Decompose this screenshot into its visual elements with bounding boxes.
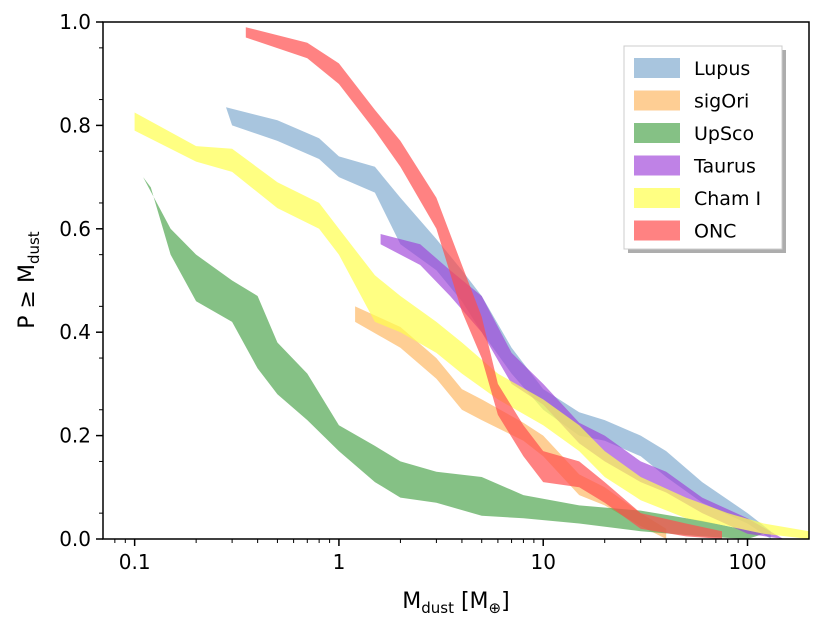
x-axis-label: Mdust [M⊕] bbox=[402, 589, 509, 617]
y-axis-label: P ≥ Mdust bbox=[15, 231, 43, 329]
band-taurus bbox=[380, 234, 784, 539]
y-tick-label: 1.0 bbox=[59, 10, 91, 34]
legend-swatch bbox=[634, 188, 680, 208]
band-lupus bbox=[226, 107, 771, 540]
x-tick-label: 1 bbox=[333, 550, 346, 574]
legend-label: sigOri bbox=[694, 91, 749, 113]
legend-label: UpSco bbox=[694, 123, 754, 145]
y-tick-label: 0.2 bbox=[59, 424, 91, 448]
legend-item-sigori: sigOri bbox=[634, 90, 749, 113]
y-tick-label: 0.4 bbox=[59, 320, 91, 344]
legend-swatch bbox=[634, 123, 680, 143]
legend: Lupus sigOri UpSco Taurus Cham I ONC bbox=[623, 45, 786, 253]
axis-ticks bbox=[96, 21, 749, 546]
x-tick-label: 0.1 bbox=[119, 550, 151, 574]
band-cham-i bbox=[134, 112, 810, 539]
x-tick-label: 10 bbox=[530, 550, 555, 574]
legend-label: ONC bbox=[694, 221, 736, 243]
legend-label: Cham I bbox=[694, 188, 761, 210]
y-tick-label: 0.8 bbox=[59, 113, 91, 137]
legend-item-lupus: Lupus bbox=[634, 58, 750, 80]
legend-swatch bbox=[634, 58, 680, 78]
legend-swatch bbox=[634, 220, 680, 241]
legend-label: Lupus bbox=[694, 58, 750, 80]
legend-item-taurus: Taurus bbox=[634, 155, 756, 178]
legend-item-onc: ONC bbox=[634, 220, 736, 243]
legend-items: Lupus sigOri UpSco Taurus Cham I ONC bbox=[634, 58, 761, 243]
legend-item-upsco: UpSco bbox=[634, 123, 754, 145]
band-upsco bbox=[143, 177, 764, 539]
y-tick-label: 0.0 bbox=[59, 527, 91, 551]
y-tick-label: 0.6 bbox=[59, 217, 91, 241]
legend-label: Taurus bbox=[693, 156, 756, 178]
axis-tick-labels: 0.0 0.2 0.4 0.6 0.8 1.0 0.1 1 10 100 bbox=[59, 10, 766, 574]
legend-swatch bbox=[634, 155, 680, 176]
legend-item-cham-i: Cham I bbox=[634, 188, 761, 210]
plot-frame bbox=[102, 21, 810, 540]
legend-swatch bbox=[634, 90, 680, 111]
x-tick-label: 100 bbox=[728, 550, 766, 574]
series-bands bbox=[134, 27, 810, 540]
legend-box bbox=[623, 45, 783, 250]
